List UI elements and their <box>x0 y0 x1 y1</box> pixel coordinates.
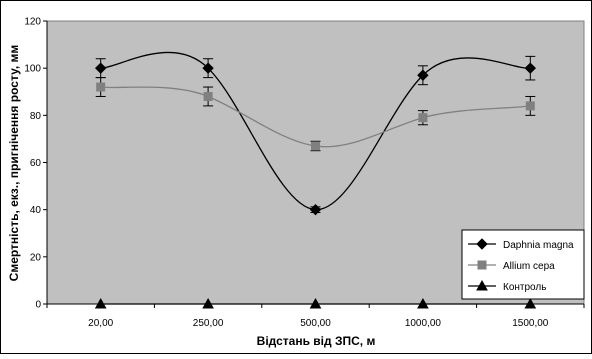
legend-label: Daphnia magna <box>503 240 574 251</box>
y-tick-label: 100 <box>24 64 41 75</box>
data-point <box>202 62 214 74</box>
data-point <box>202 297 214 309</box>
legend-item: Контроль <box>468 279 546 293</box>
x-tick-label: 1500,00 <box>512 318 549 329</box>
data-point <box>524 297 537 309</box>
legend-item: Allium cepa <box>468 260 555 272</box>
data-point <box>418 113 428 123</box>
series-0 <box>94 51 537 216</box>
data-point <box>94 62 107 74</box>
legend-label: Контроль <box>503 282 546 293</box>
y-tick-label: 0 <box>35 300 41 311</box>
data-point <box>525 101 535 111</box>
y-tick-label: 40 <box>30 205 42 216</box>
data-point <box>309 203 322 216</box>
data-point <box>417 297 429 309</box>
legend-label: Allium cepa <box>503 261 555 272</box>
y-axis: 0 20 40 60 80 100 120 <box>24 17 48 311</box>
y-tick-label: 60 <box>30 158 42 169</box>
legend-item: Daphnia magna <box>468 238 574 251</box>
x-tick-label: 20,00 <box>88 318 113 329</box>
data-point <box>311 141 320 151</box>
data-point <box>417 69 429 81</box>
x-tick-label: 250,00 <box>193 318 224 329</box>
series-1 <box>95 77 536 152</box>
legend: Daphnia magna Allium cepa Контроль <box>461 229 585 300</box>
data-point <box>94 297 107 309</box>
y-tick-label: 80 <box>30 111 42 122</box>
legend-marker <box>476 238 488 250</box>
y-tick-label: 20 <box>30 252 42 263</box>
data-point <box>524 62 537 74</box>
y-tick-label: 120 <box>24 17 41 28</box>
series-2 <box>94 297 537 309</box>
data-point <box>96 82 106 92</box>
series-layer <box>94 51 537 309</box>
y-axis-title: Смертність, екз., пригнічення росту, мм <box>7 45 21 282</box>
data-point <box>309 297 322 309</box>
data-point <box>203 91 213 101</box>
x-tick-label: 1000,00 <box>405 318 442 329</box>
legend-marker <box>476 279 488 291</box>
x-tick-label: 500,00 <box>300 318 331 329</box>
legend-marker <box>477 260 487 270</box>
x-axis-title: Відстань від ЗПС, м <box>257 334 376 348</box>
